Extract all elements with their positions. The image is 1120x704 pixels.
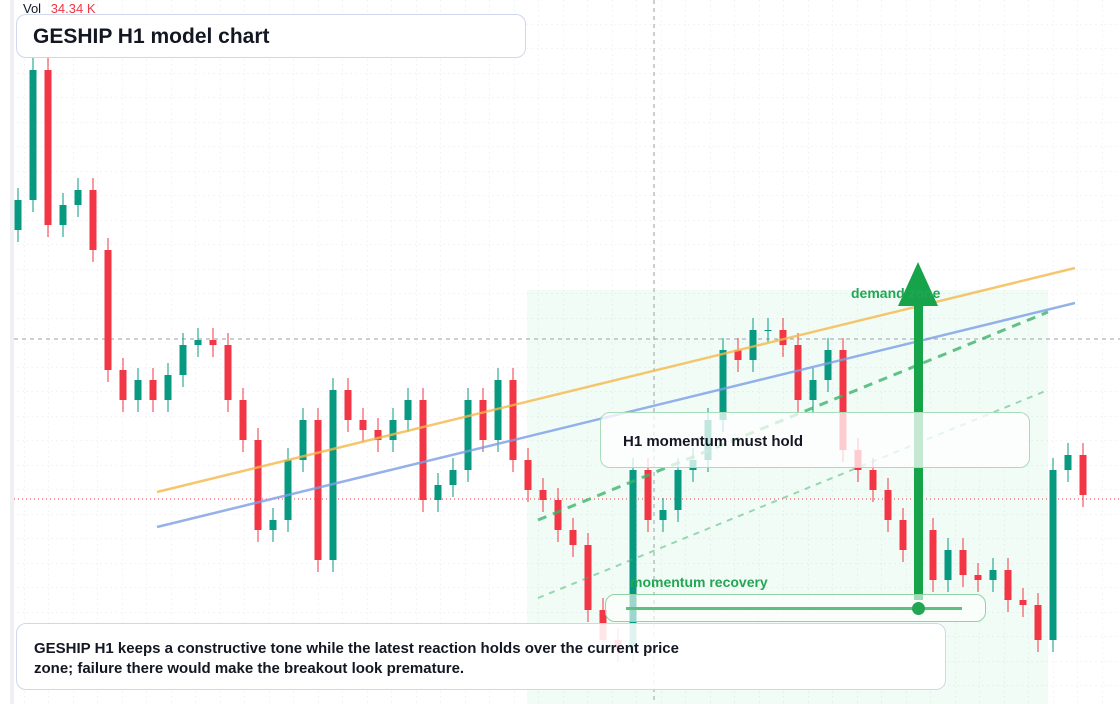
candle-body xyxy=(104,250,112,370)
candle-body xyxy=(329,390,337,560)
candle-body xyxy=(29,70,37,200)
candle-body xyxy=(389,420,397,440)
candle-body xyxy=(719,350,727,420)
candle-body xyxy=(209,340,217,345)
recovery-slider xyxy=(605,594,986,622)
candle-body xyxy=(809,380,817,400)
candle-body xyxy=(344,390,352,420)
candle-body xyxy=(1049,470,1057,640)
candle-body xyxy=(1079,455,1087,495)
candle-body xyxy=(299,420,307,460)
candle-body xyxy=(539,490,547,500)
candle-body xyxy=(659,510,667,520)
slider-knob xyxy=(912,602,925,615)
candle-body xyxy=(839,350,847,450)
candle-body xyxy=(89,190,97,250)
vol-label: Vol xyxy=(23,1,42,16)
title: GESHIP H1 model chart xyxy=(16,14,526,58)
candle-body xyxy=(524,460,532,490)
candle-body xyxy=(899,520,907,550)
candle-body xyxy=(644,470,652,520)
note-box: H1 momentum must hold xyxy=(600,412,1030,468)
candle-body xyxy=(944,550,952,580)
candle-body xyxy=(869,470,877,490)
candle-body xyxy=(1064,455,1072,470)
candle-body xyxy=(974,575,982,580)
candle-body xyxy=(1019,600,1027,605)
candle-body xyxy=(74,190,82,205)
candle-body xyxy=(629,470,637,650)
candle-body xyxy=(419,400,427,500)
candle-body xyxy=(359,420,367,430)
candle-body xyxy=(59,205,67,225)
candle-body xyxy=(269,520,277,530)
zone-label: demand zone xyxy=(851,285,941,301)
candle-body xyxy=(569,530,577,545)
candle-body xyxy=(824,350,832,380)
candle-body xyxy=(434,485,442,500)
arrow-head xyxy=(898,262,938,306)
candle-body xyxy=(14,200,22,230)
candle-body xyxy=(119,370,127,400)
vol-legend: Vol 34.34 K xyxy=(23,1,96,16)
candle-body xyxy=(959,550,967,575)
candle-body xyxy=(314,420,322,560)
candle-body xyxy=(464,400,472,470)
candle-body xyxy=(44,70,52,225)
candle-body xyxy=(749,330,757,360)
candle-body xyxy=(734,350,742,360)
vol-value: 34.34 K xyxy=(50,1,96,16)
candle-body xyxy=(509,380,517,460)
candle-body xyxy=(884,490,892,520)
candle-body xyxy=(239,400,247,440)
recovery-label: momentum recovery xyxy=(630,574,768,590)
candle-body xyxy=(674,470,682,510)
candle-body xyxy=(149,380,157,400)
candle-body xyxy=(554,500,562,530)
candle-body xyxy=(449,470,457,485)
candle-body xyxy=(1004,570,1012,600)
candle-body xyxy=(764,330,772,331)
slider-track xyxy=(626,607,962,610)
candle-body xyxy=(179,345,187,375)
candle-body xyxy=(584,545,592,610)
candle-body xyxy=(164,375,172,400)
candle-body xyxy=(479,400,487,440)
candle-body xyxy=(989,570,997,580)
left-edge xyxy=(10,0,14,704)
caption: GESHIP H1 keeps a constructive tone whil… xyxy=(16,623,946,690)
candle-body xyxy=(224,345,232,400)
candle-body xyxy=(404,400,412,420)
candle-body xyxy=(374,430,382,440)
candle-body xyxy=(284,460,292,520)
candle-body xyxy=(794,345,802,400)
candle-body xyxy=(779,330,787,345)
candle-body xyxy=(254,440,262,530)
candle-body xyxy=(1034,605,1042,640)
candle-body xyxy=(194,340,202,345)
candle-body xyxy=(929,530,937,580)
candle-body xyxy=(134,380,142,400)
